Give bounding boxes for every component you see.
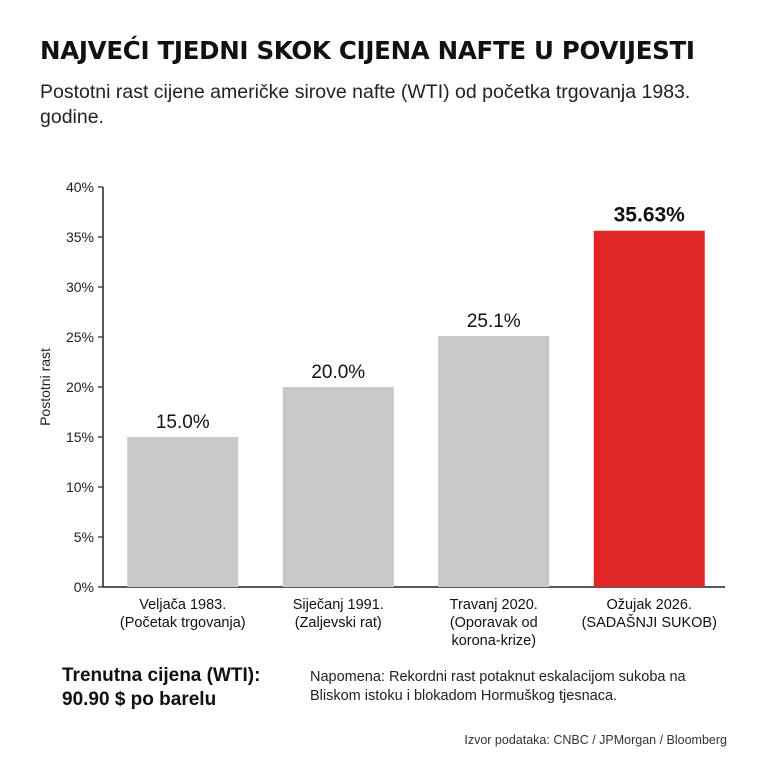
bar-value-label: 15.0% <box>156 412 210 433</box>
page-subtitle: Postotni rast cijene američke sirove naf… <box>40 81 691 128</box>
current-price-note: Trenutna cijena (WTI): 90.90 $ po barelu <box>62 664 260 712</box>
current-price-value: 90.90 $ po barelu <box>62 689 217 710</box>
bar-value-label: 25.1% <box>467 311 521 332</box>
bar-value-label: 35.63% <box>614 204 686 227</box>
x-category-label-line: Travanj 2020. <box>450 597 538 613</box>
footnote: Napomena: Rekordni rast potaknut eskalac… <box>310 669 686 704</box>
y-tick-label: 5% <box>74 529 94 545</box>
y-tick-label: 30% <box>66 279 94 295</box>
x-category-label-line: (Početak trgovanja) <box>120 615 246 631</box>
x-category-label: Siječanj 1991. (Zaljevski rat) <box>293 597 384 631</box>
source-credit: Izvor podataka: CNBC / JPMorgan / Bloomb… <box>464 733 727 747</box>
x-category-label: Travanj 2020. (Oporavak od korona-krize) <box>450 597 538 649</box>
x-category-label: Veljača 1983. (Početak trgovanja) <box>120 597 246 631</box>
page-title: NAJVEĆI TJEDNI SKOK CIJENA NAFTE U POVIJ… <box>40 36 695 65</box>
y-tick-label: 0% <box>74 579 94 595</box>
y-tick-label: 15% <box>66 429 94 445</box>
y-axis-title: Postotni rast <box>37 348 53 426</box>
x-category-label-line: korona-krize) <box>451 633 536 649</box>
x-category-label-line: (Oporavak od <box>450 615 538 631</box>
bar <box>282 387 394 587</box>
x-category-label-line: Veljača 1983. <box>139 597 226 613</box>
x-category-label-line: (Zaljevski rat) <box>295 615 382 631</box>
x-category-label: Ožujak 2026. (SADAŠNJI SUKOB) <box>582 597 717 631</box>
bar <box>127 437 239 587</box>
bar <box>438 336 550 587</box>
x-category-label-line: (SADAŠNJI SUKOB) <box>582 614 717 631</box>
current-price-label: Trenutna cijena (WTI): <box>62 665 261 686</box>
y-tick-label: 20% <box>66 379 94 395</box>
y-tick-label: 40% <box>66 179 94 195</box>
y-tick-label: 25% <box>66 329 94 345</box>
y-tick-label: 10% <box>66 479 94 495</box>
y-tick-label: 35% <box>66 229 94 245</box>
bar-chart: 0% 5% 10% 15% 20% 25% 30% 35% 40% Postotni rast 15… <box>37 179 725 649</box>
bar <box>593 230 705 587</box>
x-category-label-line: Siječanj 1991. <box>293 597 384 613</box>
bar-value-label: 20.0% <box>311 362 365 383</box>
x-category-label-line: Ožujak 2026. <box>607 597 692 613</box>
